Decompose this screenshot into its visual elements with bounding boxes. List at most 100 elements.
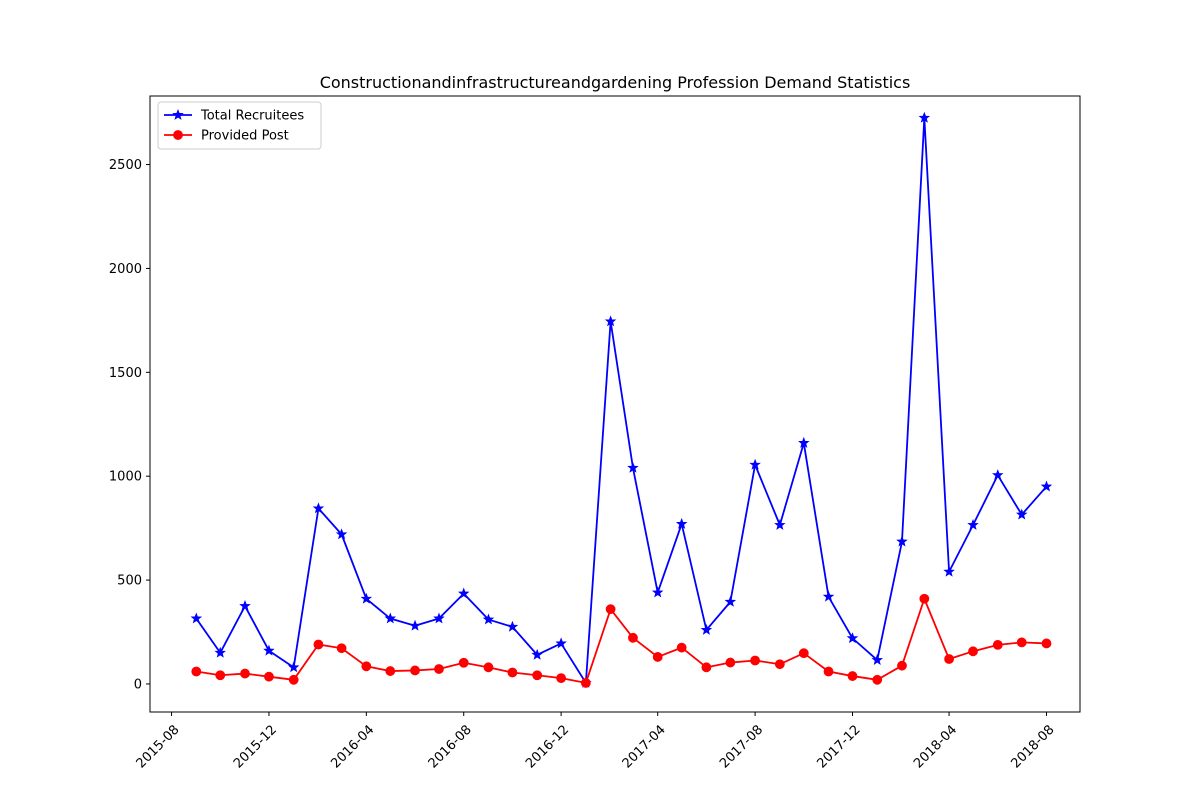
data-point <box>871 654 883 665</box>
data-point <box>215 670 226 681</box>
data-point <box>943 565 955 577</box>
data-point <box>288 674 299 685</box>
data-point <box>700 623 713 635</box>
circle-icon <box>173 130 183 140</box>
x-tick-label: 2017-08 <box>717 722 766 771</box>
data-point <box>531 648 543 660</box>
data-point <box>385 666 396 676</box>
data-point <box>239 599 251 611</box>
data-point <box>627 461 639 473</box>
x-tick-label: 2016-08 <box>426 722 475 771</box>
legend: Total Recruitees Provided Post <box>157 101 322 150</box>
data-point <box>335 528 348 540</box>
data-point <box>774 518 786 530</box>
data-point <box>240 668 250 679</box>
data-point <box>361 661 372 672</box>
star-icon <box>172 108 184 120</box>
data-point <box>774 659 785 670</box>
data-point <box>872 674 883 685</box>
data-point <box>847 671 858 681</box>
legend-item: Provided Post <box>164 129 289 144</box>
plot-frame <box>149 95 1081 713</box>
y-tick-label: 0 <box>134 677 142 692</box>
data-point <box>312 502 325 514</box>
data-point <box>434 664 444 674</box>
data-point <box>968 646 978 657</box>
data-point <box>822 590 835 602</box>
x-tick-label: 2017-12 <box>815 722 864 771</box>
x-tick-label: 2016-04 <box>328 722 377 771</box>
chart-title: Constructionandinfrastructureandgardenin… <box>320 73 911 92</box>
y-tick-label: 1000 <box>109 470 142 485</box>
data-point <box>725 657 736 668</box>
data-point <box>264 671 274 682</box>
data-point <box>846 632 859 644</box>
data-point <box>360 592 373 604</box>
legend-item: Total Recruitees <box>164 109 304 124</box>
data-point <box>675 517 688 529</box>
y-tick-label: 500 <box>117 574 142 589</box>
x-tick-label: 2017-04 <box>620 722 669 771</box>
data-point <box>287 661 300 673</box>
data-point <box>263 644 275 656</box>
y-tick-label: 2000 <box>109 262 142 277</box>
y-tick-label: 1500 <box>109 366 142 381</box>
legend-label: Total Recruitees <box>200 109 304 124</box>
data-point <box>651 586 664 598</box>
series-line <box>195 116 1048 684</box>
legend-label: Provided Post <box>201 129 289 144</box>
data-point <box>384 612 397 624</box>
data-point <box>580 678 591 688</box>
data-point <box>313 639 324 650</box>
plot-area <box>190 111 1053 688</box>
data-point <box>918 111 931 123</box>
data-point <box>457 587 470 599</box>
data-point <box>896 535 908 547</box>
data-point <box>482 613 495 625</box>
data-point <box>798 648 809 659</box>
x-tick-label: 2015-08 <box>134 722 183 771</box>
data-point <box>749 458 761 470</box>
data-point <box>1015 508 1028 520</box>
data-point <box>191 666 202 677</box>
x-tick-label: 2018-04 <box>911 722 960 771</box>
legend-box <box>157 101 322 150</box>
data-point <box>919 593 930 604</box>
data-point <box>652 652 663 662</box>
data-point <box>992 469 1004 481</box>
data-point <box>798 436 810 448</box>
data-point <box>555 637 567 649</box>
data-point <box>605 604 616 615</box>
data-point <box>556 673 567 684</box>
data-point <box>724 595 737 607</box>
x-tick-label: 2015-12 <box>231 722 280 771</box>
data-point <box>628 632 638 643</box>
data-point <box>676 642 687 653</box>
data-point <box>336 643 347 654</box>
data-point <box>701 662 712 673</box>
data-point <box>458 657 469 668</box>
data-point <box>897 660 907 671</box>
data-point <box>433 612 445 624</box>
data-point <box>507 667 518 678</box>
data-point <box>483 662 494 673</box>
data-point <box>1041 638 1052 649</box>
data-point <box>1016 637 1027 648</box>
y-tick-label: 2500 <box>109 158 142 173</box>
x-tick-label: 2016-12 <box>523 722 572 771</box>
data-point <box>214 646 226 658</box>
data-point <box>823 666 834 677</box>
x-tick-label: 2018-08 <box>1008 722 1057 771</box>
data-point <box>604 315 617 327</box>
data-point <box>992 639 1003 650</box>
data-point <box>750 655 760 666</box>
data-point <box>532 670 543 681</box>
series-line <box>196 597 1047 684</box>
data-point <box>409 619 421 631</box>
series-provided-post <box>191 593 1052 688</box>
data-point <box>190 612 203 624</box>
data-point <box>506 620 519 632</box>
data-point <box>410 665 420 676</box>
data-point <box>944 654 954 664</box>
